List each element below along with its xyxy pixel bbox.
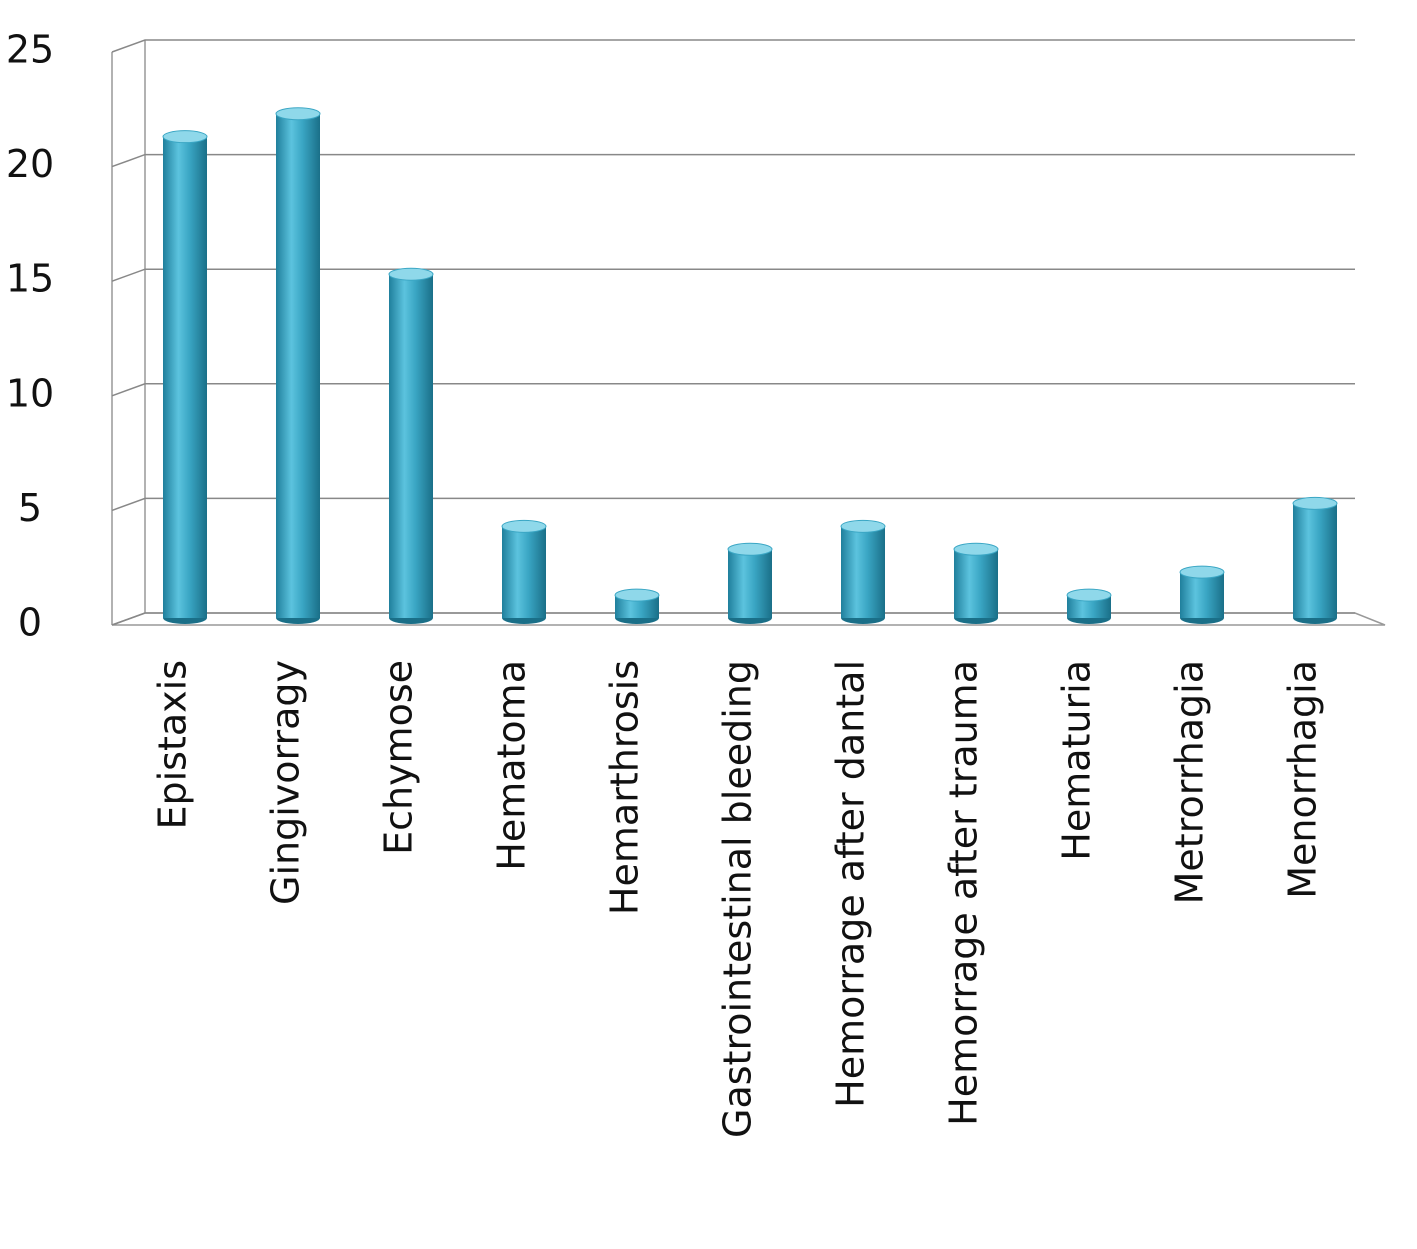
grid-line	[111, 153, 1355, 168]
x-tick-label: Gastrointestinal bleeding	[716, 660, 760, 1138]
x-tick-label: Hematoma	[490, 660, 534, 871]
grid-line	[111, 39, 1355, 53]
bar	[1180, 572, 1224, 618]
bar	[615, 595, 659, 618]
bar-top	[388, 267, 434, 281]
grid-line	[111, 497, 1355, 512]
bar-top	[727, 542, 773, 556]
y-tick-label: 20	[6, 142, 54, 186]
x-tick-label: Gingivorragy	[264, 660, 308, 905]
bar	[163, 136, 207, 618]
y-tick-label: 5	[18, 486, 42, 530]
bar	[276, 113, 320, 618]
x-tick-label: Hemarthrosis	[603, 660, 647, 915]
y-tick-label: 10	[6, 371, 54, 415]
bar-top	[1066, 588, 1112, 602]
bar-top	[614, 588, 660, 602]
bar-top	[275, 107, 321, 121]
x-tick-label: Echymose	[377, 660, 421, 855]
grid-line	[111, 268, 1355, 282]
y-tick-label: 15	[6, 257, 54, 301]
x-tick-label: Epistaxis	[151, 660, 195, 830]
bar	[502, 526, 546, 618]
grid-line	[111, 612, 1355, 626]
grid-line	[111, 383, 1355, 397]
x-tick-label: Hematuria	[1055, 660, 1099, 861]
x-tick-label: Menorrhagia	[1281, 660, 1325, 899]
y-tick-label: 0	[18, 601, 42, 645]
x-tick-label: Hemorrage after dantal	[829, 660, 873, 1108]
bar	[841, 526, 885, 618]
bar	[954, 549, 998, 618]
bar	[728, 549, 772, 618]
bar-top	[953, 542, 999, 556]
bar-top	[1179, 565, 1225, 579]
bar	[1067, 595, 1111, 618]
x-tick-label: Metrorrhagia	[1168, 660, 1212, 904]
x-tick-label: Hemorrage after trauma	[942, 660, 986, 1126]
bar-top	[162, 130, 208, 144]
bar-top	[501, 519, 547, 533]
y-tick-label: 25	[6, 28, 54, 72]
bar-top	[1292, 496, 1338, 510]
bar	[1293, 503, 1337, 618]
bar	[389, 274, 433, 618]
bar-top	[840, 519, 886, 533]
